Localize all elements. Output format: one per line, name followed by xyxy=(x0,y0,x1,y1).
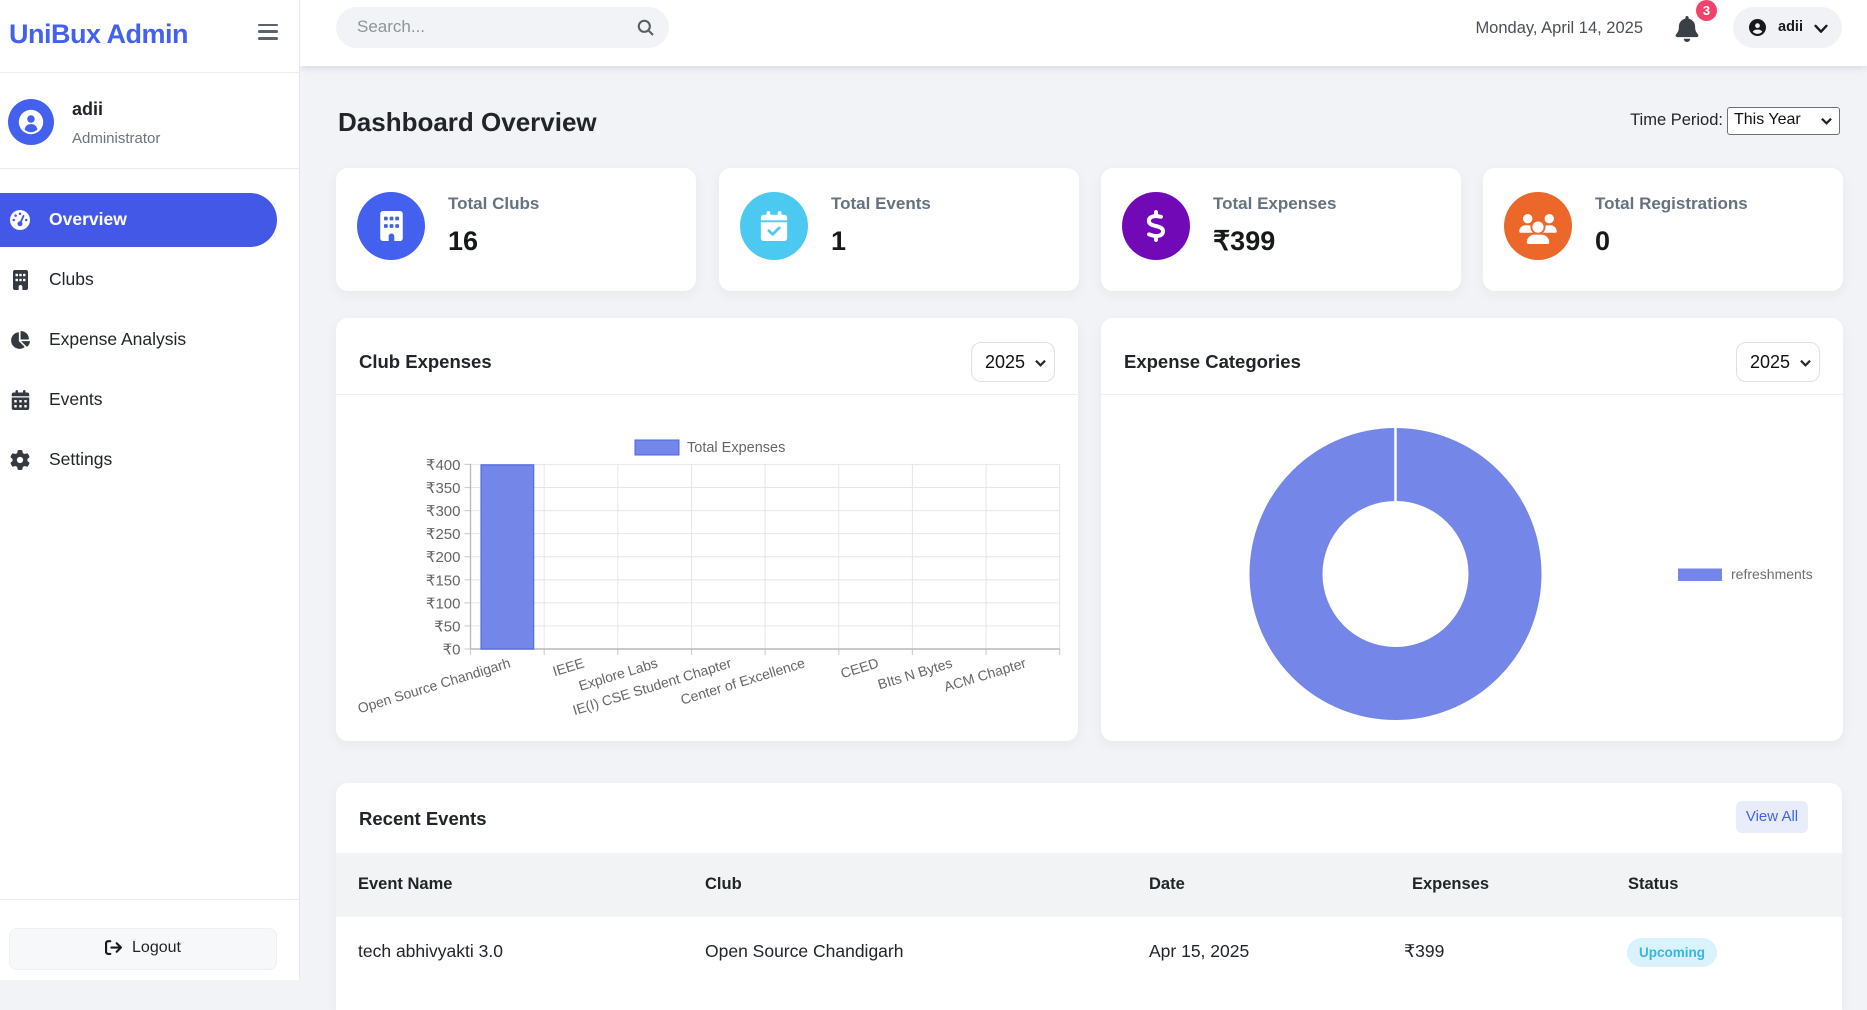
svg-text:Center of Excellence: Center of Excellence xyxy=(679,655,807,708)
svg-text:CEED: CEED xyxy=(839,655,881,682)
svg-text:₹50: ₹50 xyxy=(434,618,460,635)
svg-text:₹200: ₹200 xyxy=(426,549,461,566)
svg-text:IEEE: IEEE xyxy=(551,655,586,680)
svg-text:₹350: ₹350 xyxy=(426,480,461,497)
svg-text:refreshments: refreshments xyxy=(1731,566,1813,582)
svg-text:₹100: ₹100 xyxy=(426,595,461,612)
svg-text:ACM Chapter: ACM Chapter xyxy=(942,654,1028,694)
svg-text:Open Source Chandigarh: Open Source Chandigarh xyxy=(356,655,513,717)
svg-text:₹250: ₹250 xyxy=(426,526,461,543)
svg-text:₹0: ₹0 xyxy=(443,642,461,659)
svg-text:BIts N Bytes: BIts N Bytes xyxy=(876,655,954,693)
svg-text:₹150: ₹150 xyxy=(426,572,461,589)
svg-text:Total Expenses: Total Expenses xyxy=(687,440,785,456)
svg-text:₹400: ₹400 xyxy=(426,457,461,474)
svg-text:₹300: ₹300 xyxy=(426,503,461,520)
